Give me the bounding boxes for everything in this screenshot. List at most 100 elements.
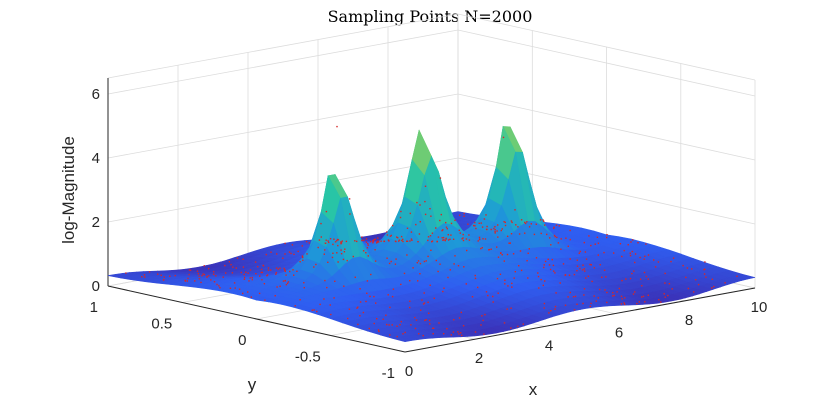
sampling-point: [305, 240, 308, 243]
sampling-point: [539, 219, 542, 221]
sampling-point: [380, 240, 382, 242]
sampling-point: [606, 236, 608, 239]
sampling-point: [396, 236, 398, 238]
sampling-point: [584, 270, 586, 272]
sampling-point: [210, 279, 212, 281]
sampling-point: [242, 266, 245, 268]
sampling-point: [264, 299, 266, 301]
sampling-point: [399, 216, 402, 219]
sampling-point: [555, 292, 557, 294]
sampling-point: [265, 253, 267, 256]
sampling-point: [432, 333, 434, 335]
sampling-point: [517, 226, 519, 228]
sampling-point: [362, 311, 365, 314]
sampling-point: [612, 295, 614, 297]
sampling-point: [229, 287, 232, 289]
sampling-point: [576, 270, 578, 272]
sampling-point: [261, 271, 263, 274]
sampling-point: [670, 260, 672, 263]
sampling-point: [593, 267, 596, 269]
sampling-point: [341, 240, 343, 242]
sampling-point: [463, 266, 465, 268]
sampling-point: [230, 263, 232, 266]
sampling-point: [293, 253, 295, 255]
sampling-point: [352, 255, 354, 258]
sampling-point: [496, 246, 498, 248]
sampling-point: [616, 291, 618, 293]
sampling-point: [555, 224, 558, 226]
sampling-point: [664, 282, 666, 284]
z-tick-label: 0: [92, 278, 100, 295]
sampling-point: [454, 255, 456, 257]
sampling-point: [376, 240, 378, 242]
sampling-point: [596, 236, 599, 238]
sampling-point: [279, 285, 281, 287]
sampling-point: [345, 240, 348, 243]
sampling-point: [285, 284, 288, 286]
sampling-point: [357, 323, 359, 326]
sampling-point: [511, 221, 513, 224]
sampling-point: [478, 238, 481, 240]
sampling-point: [266, 275, 268, 277]
sampling-point: [424, 213, 427, 216]
sampling-point: [457, 265, 460, 267]
sampling-point: [400, 210, 402, 213]
sampling-point: [517, 325, 519, 328]
sampling-point: [197, 272, 199, 275]
sampling-point: [386, 257, 388, 259]
z-tick-label: 2: [92, 214, 100, 231]
sampling-point: [461, 238, 463, 240]
sampling-point: [507, 285, 509, 287]
sampling-point: [398, 240, 400, 242]
sampling-point: [691, 268, 693, 270]
sampling-point: [645, 275, 648, 278]
sampling-point: [520, 269, 523, 272]
sampling-point: [537, 275, 540, 278]
sampling-point: [385, 314, 387, 316]
sampling-point: [160, 274, 162, 276]
sampling-point: [454, 219, 456, 221]
sampling-point: [340, 249, 342, 251]
sampling-point: [576, 265, 579, 267]
y-tick-label: 1: [90, 299, 98, 316]
sampling-point: [141, 276, 143, 278]
sampling-point: [484, 313, 486, 316]
sampling-point: [630, 241, 632, 243]
sampling-point: [445, 226, 448, 228]
sampling-point: [365, 252, 367, 254]
sampling-point: [480, 324, 482, 326]
sampling-point: [313, 266, 315, 268]
sampling-point: [446, 328, 448, 330]
sampling-point: [369, 295, 371, 298]
sampling-point: [332, 252, 334, 254]
sampling-point: [427, 236, 430, 238]
sampling-point: [277, 268, 279, 270]
sampling-point: [432, 327, 434, 329]
sampling-point: [222, 276, 224, 278]
sampling-point: [416, 201, 418, 204]
sampling-point: [442, 229, 444, 231]
sampling-point: [576, 259, 578, 261]
sampling-point: [526, 221, 528, 223]
sampling-point: [198, 278, 201, 280]
sampling-point: [367, 244, 369, 246]
sampling-point: [584, 251, 587, 253]
sampling-point: [194, 280, 196, 282]
sampling-point: [572, 296, 575, 298]
sampling-point: [372, 242, 374, 244]
sampling-point: [398, 239, 401, 241]
sampling-point: [446, 228, 448, 230]
sampling-point: [474, 274, 476, 277]
sampling-point: [374, 260, 377, 262]
sampling-point: [573, 273, 576, 276]
sampling-point: [623, 249, 625, 252]
sampling-point: [458, 317, 461, 319]
sampling-point: [213, 273, 215, 275]
sampling-point: [196, 270, 199, 272]
sampling-point: [366, 280, 369, 282]
sampling-point: [697, 283, 700, 286]
sampling-point: [459, 232, 461, 234]
sampling-point: [703, 273, 706, 275]
sampling-point: [425, 319, 427, 321]
sampling-point: [631, 250, 633, 253]
